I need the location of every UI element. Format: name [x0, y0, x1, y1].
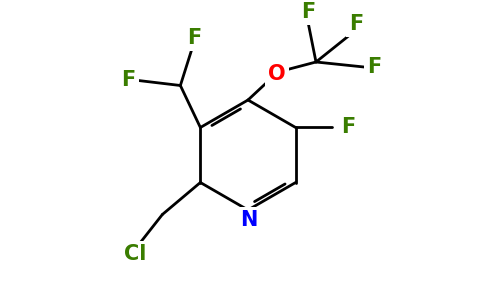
Text: F: F: [367, 57, 381, 77]
Text: F: F: [187, 28, 201, 47]
Text: N: N: [241, 210, 257, 230]
Text: F: F: [342, 118, 356, 137]
Text: O: O: [268, 64, 286, 84]
Text: F: F: [349, 14, 363, 34]
Text: F: F: [301, 2, 315, 22]
Text: F: F: [121, 70, 136, 91]
Text: Cl: Cl: [124, 244, 147, 265]
